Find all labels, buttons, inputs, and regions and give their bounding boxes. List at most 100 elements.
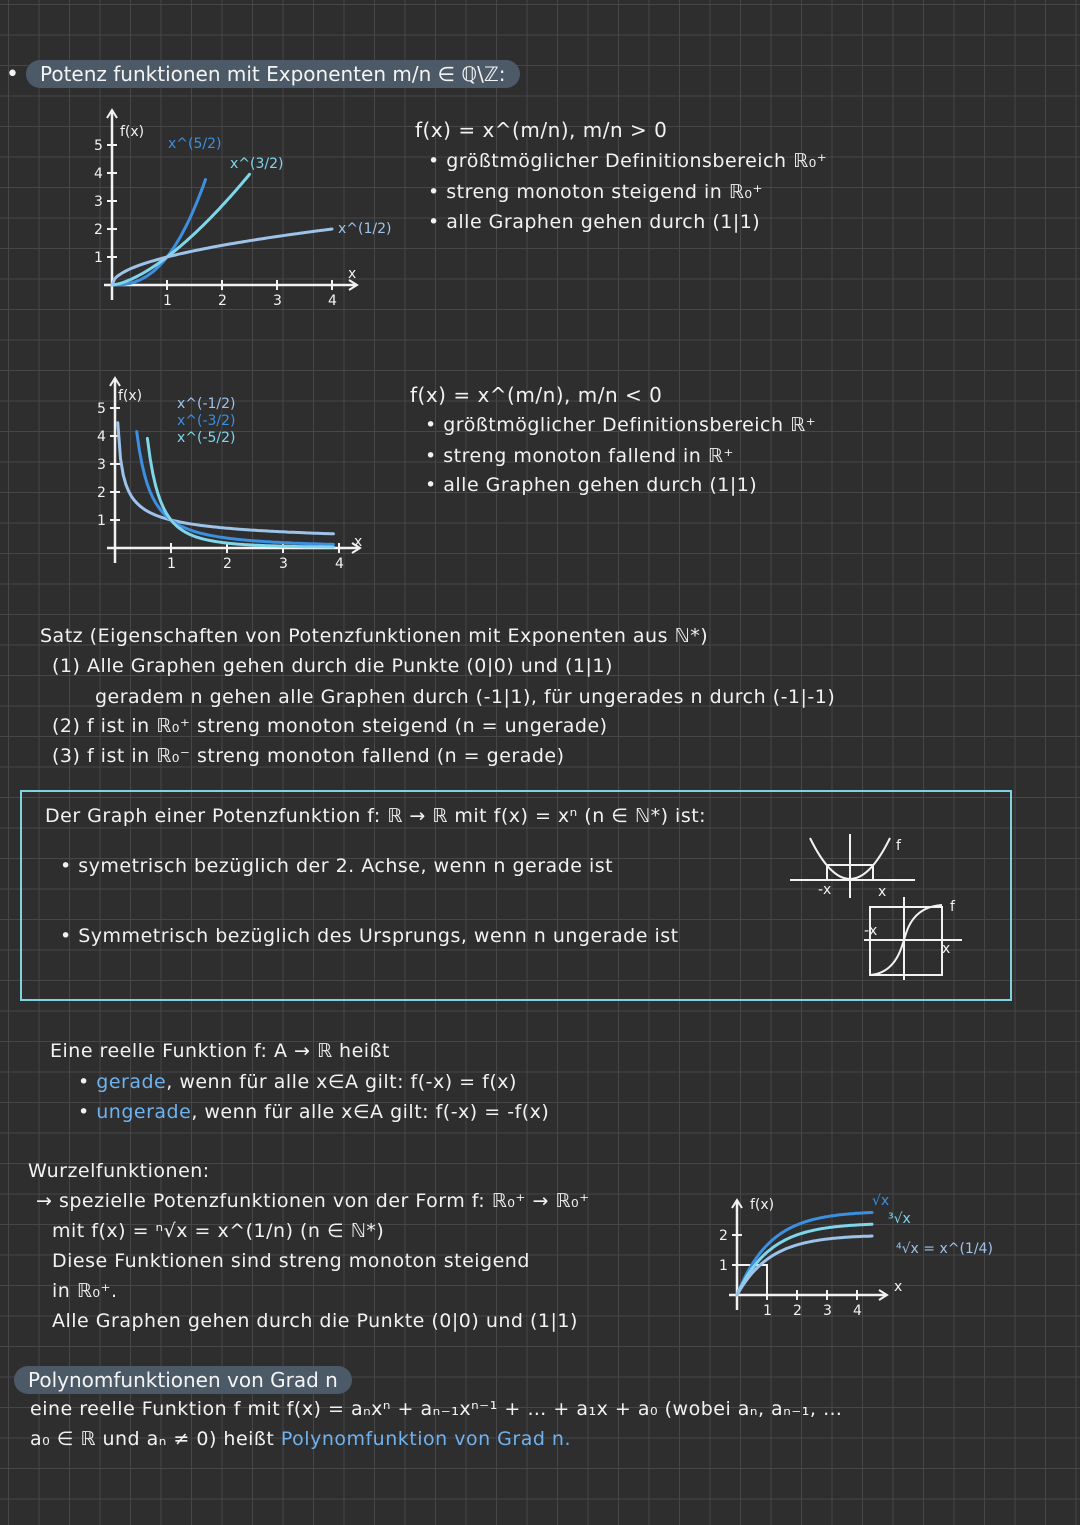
x-tick-label: 4 [328, 293, 337, 309]
y-axis-label: f(x) [118, 388, 142, 404]
even-function-sketch: f -x x [790, 834, 915, 900]
term-ungerade: ungerade [96, 1101, 192, 1123]
property-item: • alle Graphen gehen durch (1|1) [425, 474, 758, 496]
curve [145, 436, 335, 549]
graph-root-functions: 1 2 3 4 1 2 f(x) x √x ³√x ⁴√x = x^(1/4) [719, 1193, 993, 1319]
curve [735, 1222, 874, 1297]
curve-label-fourth-root: ⁴√x = x^(1/4) [896, 1241, 993, 1257]
parity-odd: • ungerade, wenn für alle x∈A gilt: f(-x… [78, 1101, 549, 1123]
tick-label: -x [818, 882, 831, 898]
curve [110, 172, 251, 287]
property-item: • streng monoton steigend in ℝ₀⁺ [428, 181, 764, 203]
y-tick-label: 2 [94, 222, 103, 238]
x-tick-label: 1 [763, 1303, 772, 1319]
y-tick-label: 3 [94, 194, 103, 210]
symmetry-even: • symetrisch bezüglich der 2. Achse, wen… [60, 855, 614, 877]
curve [735, 1234, 874, 1297]
y-tick-label: 2 [97, 485, 106, 501]
x-tick-label: 4 [335, 556, 344, 572]
tick-label: -x [864, 923, 877, 939]
curve-label: x^(1/2) [338, 221, 391, 237]
tick-label: x [878, 884, 886, 900]
y-arrow-icon [109, 376, 121, 387]
guide-lines [737, 1264, 768, 1295]
curve-label: f [950, 899, 956, 915]
y-tick-label: 1 [719, 1258, 728, 1274]
x-tick-label: 3 [823, 1303, 832, 1319]
wurzel-line: mit f(x) = ⁿ√x = x^(1/n) (n ∈ ℕ*) [52, 1220, 385, 1242]
x-arrow-icon [348, 279, 359, 291]
theorem-title: Satz (Eigenschaften von Potenzfunktionen… [40, 625, 709, 647]
y-tick-label: 3 [97, 457, 106, 473]
x-tick-label: 2 [218, 293, 227, 309]
odd-definition: , wenn für alle x∈A gilt: f(-x) = -f(x) [191, 1101, 550, 1123]
curve [735, 1211, 874, 1297]
x-tick-label: 4 [853, 1303, 862, 1319]
formula-positive: f(x) = x^(m/n), m/n > 0 [415, 118, 668, 142]
bullet: • [6, 62, 20, 87]
wurzel-line: Alle Graphen gehen durch die Punkte (0|0… [52, 1310, 578, 1332]
y-arrow-icon [731, 1198, 743, 1209]
curve-label: x^(-1/2) [177, 396, 236, 412]
parity-intro: Eine reelle Funktion f: A → ℝ heißt [50, 1040, 390, 1062]
polynom-definition-cont: a₀ ∈ ℝ und aₙ ≠ 0) heißt Polynomfunktion… [30, 1428, 571, 1450]
x-tick-label: 2 [223, 556, 232, 572]
y-tick-label: 4 [94, 166, 103, 182]
x-axis-label: x [894, 1279, 902, 1295]
property-item: • größtmöglicher Definitionsbereich ℝ₀⁺ [428, 150, 828, 172]
x-arrow-icon [878, 1289, 889, 1301]
curve-label-cbrt: ³√x [888, 1211, 911, 1227]
y-tick-label: 1 [94, 250, 103, 266]
curve-label: x^(-5/2) [177, 430, 236, 446]
wurzel-title: Wurzelfunktionen: [28, 1160, 210, 1182]
theorem-line: (1) Alle Graphen gehen durch die Punkte … [52, 655, 613, 677]
curve [110, 178, 207, 287]
x-tick-label: 1 [163, 293, 172, 309]
x-axis-label: x [354, 534, 362, 550]
x-tick-label: 3 [273, 293, 282, 309]
section-title-potenzfunktionen: Potenz funktionen mit Exponenten m/n ∈ ℚ… [26, 60, 520, 88]
curve-label: x^(-3/2) [177, 413, 236, 429]
y-tick-label: 5 [97, 401, 106, 417]
x-tick-label: 3 [279, 556, 288, 572]
y-axis-label: f(x) [750, 1197, 774, 1213]
theorem-line: geradem n gehen alle Graphen durch (-1|1… [95, 686, 836, 708]
y-axis-label: f(x) [120, 124, 144, 140]
curve [110, 227, 334, 287]
bullet: • [78, 1071, 90, 1093]
bullet: • [78, 1101, 90, 1123]
curve-label: f [896, 838, 902, 854]
property-item: • alle Graphen gehen durch (1|1) [428, 211, 761, 233]
curve [116, 421, 335, 536]
wurzel-line: Diese Funktionen sind streng monoton ste… [52, 1250, 530, 1272]
y-tick-label: 4 [97, 429, 106, 445]
symmetry-odd: • Symmetrisch bezüglich des Ursprungs, w… [60, 925, 679, 947]
theorem-line: (3) f ist in ℝ₀⁻ streng monoton fallend … [52, 745, 565, 767]
wurzel-line: in ℝ₀⁺. [52, 1280, 118, 1302]
graph-positive-exponents: 1 2 3 4 1 2 3 4 5 x^(5/2) x^(3/2) x^(1/2) f(x) x [94, 108, 391, 309]
polynom-definition: eine reelle Funktion f mit f(x) = aₙxⁿ +… [30, 1398, 843, 1420]
curve-label: x^(3/2) [230, 156, 283, 172]
symmetry-definition-box [20, 790, 1012, 1001]
x-tick-label: 2 [793, 1303, 802, 1319]
x-axis-label: x [348, 266, 356, 282]
formula-negative: f(x) = x^(m/n), m/n < 0 [410, 383, 663, 407]
wurzel-line: → spezielle Potenzfunktionen von der For… [36, 1190, 590, 1212]
graph-negative-exponents: 1 2 3 4 1 2 3 4 5 x^(-1/2)x^(-3/2)x^(-5/2) f(x) x [97, 376, 362, 572]
curve-label-sqrt: √x [872, 1193, 889, 1209]
box-title: Der Graph einer Potenzfunktion f: ℝ → ℝ … [45, 805, 707, 827]
tick-label: x [942, 941, 950, 957]
y-tick-label: 2 [719, 1228, 728, 1244]
section-title-polynomfunktionen: Polynomfunktionen von Grad n [14, 1366, 352, 1394]
term-gerade: gerade [96, 1071, 167, 1093]
x-tick-label: 1 [167, 556, 176, 572]
odd-function-sketch: f -x x [864, 897, 962, 980]
even-definition: , wenn für alle x∈A gilt: f(-x) = f(x) [166, 1071, 517, 1093]
curve-label: x^(5/2) [168, 136, 221, 152]
term-polynomfunktion: Polynomfunktion von Grad n. [280, 1428, 572, 1450]
y-arrow-icon [106, 108, 118, 119]
y-tick-label: 1 [97, 513, 106, 529]
parity-even: • gerade, wenn für alle x∈A gilt: f(-x) … [78, 1071, 517, 1093]
x-arrow-icon [351, 542, 362, 554]
polynom-text: a₀ ∈ ℝ und aₙ ≠ 0) heißt [30, 1428, 281, 1450]
